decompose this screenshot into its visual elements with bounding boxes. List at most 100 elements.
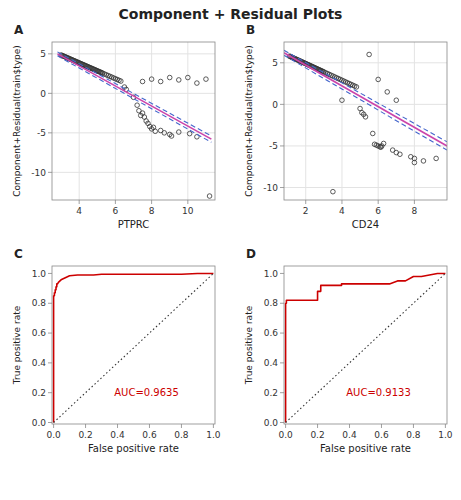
point: [176, 78, 181, 83]
tick-label: 0.8: [174, 430, 189, 440]
frame: [52, 42, 215, 200]
line: [54, 273, 214, 422]
tick-mark: [445, 424, 446, 428]
tick-mark: [48, 392, 52, 393]
tick-mark: [48, 53, 52, 54]
x-axis-label: CD24: [352, 219, 379, 230]
line: [54, 273, 214, 422]
tick-mark: [115, 200, 116, 204]
figure-title: Component + Residual Plots: [119, 6, 343, 22]
y-axis-label: Component+Residual(train$type): [12, 45, 22, 197]
panel-label: D: [246, 247, 256, 261]
tick-mark: [317, 424, 318, 428]
grid-line: [378, 42, 379, 200]
point: [363, 115, 368, 120]
tick-label: 4: [76, 206, 82, 216]
marks: [57, 52, 211, 198]
tick-mark: [79, 200, 80, 204]
tick-mark: [349, 424, 350, 428]
tick-label: 0.0: [264, 418, 279, 428]
grid-line: [187, 42, 188, 200]
point: [167, 75, 172, 80]
plot-area: [284, 42, 447, 200]
marks: [284, 50, 447, 194]
panel: 0.00.20.40.60.81.00.00.20.40.60.81.0Fals…: [12, 247, 221, 454]
point: [398, 152, 403, 157]
point: [187, 131, 192, 136]
tick-label: 4: [339, 206, 345, 216]
point: [119, 79, 124, 84]
panel-label: C: [14, 247, 23, 261]
point: [370, 131, 375, 136]
tick-mark: [85, 424, 86, 428]
point: [169, 134, 174, 139]
point: [376, 77, 381, 82]
point: [158, 79, 163, 84]
tick-mark: [413, 424, 414, 428]
grid-line: [52, 53, 215, 54]
panel-label: B: [246, 23, 255, 37]
tick-mark: [285, 424, 286, 428]
plot-area: [52, 42, 215, 200]
panel: 0.00.20.40.60.81.00.00.20.40.60.81.0Fals…: [244, 247, 453, 454]
tick-mark: [280, 422, 284, 423]
tick-mark: [181, 424, 182, 428]
tick-mark: [280, 303, 284, 304]
tick-mark: [341, 200, 342, 204]
tick-mark: [187, 200, 188, 204]
y-axis-label: True positive rate: [244, 305, 254, 385]
tick-mark: [381, 424, 382, 428]
x-axis-label: False positive rate: [320, 443, 411, 454]
line: [57, 56, 211, 143]
tick-label: 0.2: [78, 430, 92, 440]
line: [284, 55, 447, 150]
tick-label: 0.4: [32, 358, 47, 368]
point: [186, 75, 191, 80]
point: [100, 71, 105, 76]
point: [354, 85, 359, 90]
point: [385, 90, 390, 95]
tick-label: 0: [272, 100, 278, 110]
tick-label: 8: [149, 206, 155, 216]
point: [204, 77, 209, 82]
annotation: AUC=0.9133: [346, 387, 411, 398]
tick-label: -5: [37, 128, 46, 138]
tick-mark: [48, 93, 52, 94]
tick-label: 2: [303, 206, 309, 216]
point: [153, 129, 158, 134]
grid-line: [284, 104, 447, 105]
frame: [284, 42, 447, 200]
marks: [286, 273, 446, 422]
tick-mark: [151, 200, 152, 204]
tick-mark: [378, 200, 379, 204]
tick-label: -5: [269, 141, 278, 151]
tick-label: 1.0: [206, 430, 221, 440]
figure: Component + Residual Plots46810-10-505PT…: [0, 0, 461, 500]
tick-label: 6: [375, 206, 381, 216]
grid-line: [284, 145, 447, 146]
grid-line: [115, 42, 116, 200]
y-axis-label: Component+Residual(train$type): [244, 45, 254, 197]
panel: 46810-10-505PTPRCComponent+Residual(trai…: [12, 23, 215, 230]
grid-line: [52, 172, 215, 173]
plot-area: [52, 266, 215, 424]
tick-label: 0.2: [310, 430, 324, 440]
tick-label: 5: [272, 58, 278, 68]
x-axis-label: PTPRC: [118, 219, 150, 230]
tick-label: 0.8: [406, 430, 421, 440]
tick-label: 8: [412, 206, 418, 216]
tick-label: 0.6: [32, 328, 47, 338]
tick-mark: [280, 187, 284, 188]
tick-label: 0.4: [342, 430, 357, 440]
tick-label: 0.4: [110, 430, 125, 440]
tick-mark: [48, 333, 52, 334]
point: [135, 103, 140, 108]
line: [284, 50, 447, 141]
tick-label: 0: [40, 89, 46, 99]
point: [176, 130, 181, 135]
tick-mark: [48, 172, 52, 173]
tick-mark: [117, 424, 118, 428]
tick-mark: [149, 424, 150, 428]
point: [195, 81, 200, 86]
point: [149, 77, 154, 82]
